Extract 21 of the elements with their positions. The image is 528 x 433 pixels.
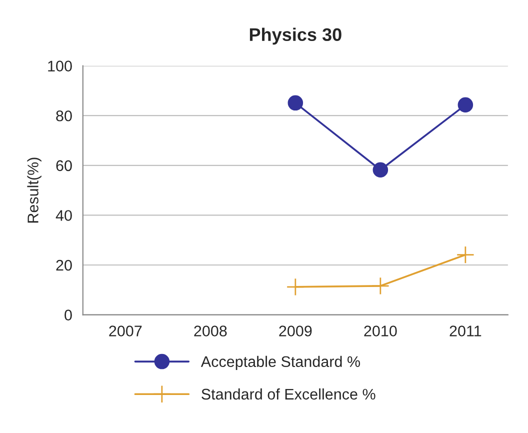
x-tick-label: 2011 — [450, 326, 482, 336]
point — [286, 278, 304, 296]
y-tick-label: 100 — [48, 60, 72, 72]
point — [372, 162, 388, 178]
x-tick-label: 2007 — [109, 326, 142, 336]
point — [371, 276, 390, 295]
y-tick-label: 60 — [56, 160, 72, 172]
legend-label: Acceptable Standard % — [200, 356, 360, 370]
y-tick-label: 0 — [64, 310, 72, 320]
point — [458, 97, 474, 113]
legend-label: Standard of Excellence % — [202, 388, 376, 400]
point — [456, 246, 474, 264]
y-tick-label: 40 — [56, 210, 72, 221]
x-tick-label: 2010 — [364, 326, 397, 336]
x-tick-label: 2009 — [279, 326, 312, 336]
y-tick-label: 20 — [56, 260, 72, 271]
y-axis-title: Result(%) — [27, 158, 42, 223]
point — [288, 95, 304, 111]
chart-title: Physics 30 — [250, 28, 342, 45]
y-tick-label: 80 — [56, 110, 72, 122]
x-tick-label: 2008 — [194, 326, 227, 336]
